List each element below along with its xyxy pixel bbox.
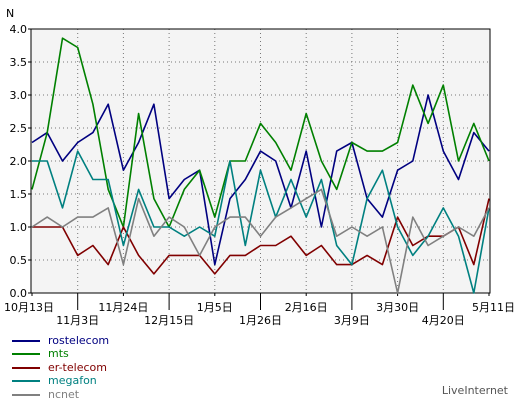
legend-swatch [12, 393, 40, 396]
brand-label: LiveInternet [441, 384, 508, 397]
y-tick-label: 2.5 [10, 122, 28, 135]
series-line-er-telecom [32, 198, 490, 275]
series-line-ncnet [31, 188, 490, 294]
series-line-rostelecom [31, 94, 490, 266]
legend-swatch [12, 353, 40, 356]
x-tick-label: 11月3日 [56, 314, 99, 327]
legend-item-ncnet: ncnet [12, 388, 109, 402]
series-line-megafon [32, 150, 490, 294]
legend-item-mts: mts [12, 348, 109, 362]
x-tick-label: 1月5日 [197, 301, 233, 314]
x-tick-label: 3月9日 [334, 314, 370, 327]
x-tick-label: 3月30日 [376, 301, 419, 314]
series-line-mts [31, 37, 490, 228]
y-axis-ticks: 0.0 0.5 1.0 1.5 2.0 2.5 3.0 3.5 4.0 [10, 23, 31, 300]
y-tick-label: 4.0 [10, 23, 28, 36]
y-tick-label: 0.0 [10, 287, 28, 300]
legend-label: er-telecom [48, 360, 107, 374]
legend-item-megafon: megafon [12, 375, 109, 389]
y-tick-label: 1.5 [10, 188, 28, 201]
x-tick-label: 10月13日 [4, 301, 54, 314]
legend-label: mts [48, 347, 69, 361]
y-axis-label: N [6, 7, 14, 20]
y-tick-label: 3.5 [10, 56, 28, 69]
legend-item-rostelecom: rostelecom [12, 334, 109, 348]
legend-label: ncnet [48, 387, 80, 401]
legend-swatch [12, 366, 40, 369]
y-tick-label: 2.0 [10, 155, 28, 168]
legend-label: megafon [48, 374, 97, 388]
x-tick-label: 1月26日 [239, 314, 282, 327]
series-group [31, 37, 490, 294]
y-tick-label: 0.5 [10, 254, 28, 267]
grid [31, 29, 490, 293]
legend-item-er-telecom: er-telecom [12, 361, 109, 375]
y-tick-label: 3.0 [10, 89, 28, 102]
x-tick-label: 4月20日 [422, 314, 465, 327]
x-tick-label: 2月16日 [285, 301, 328, 314]
x-tick-label: 11月24日 [98, 301, 148, 314]
legend-label: rostelecom [48, 333, 110, 347]
x-tick-label: 5月11日 [472, 301, 515, 314]
y-tick-label: 1.0 [10, 221, 28, 234]
x-tick-label: 12月15日 [144, 314, 194, 327]
legend-swatch [12, 339, 40, 342]
legend: rostelecom mts er-telecom megafon ncnet [12, 334, 109, 402]
legend-swatch [12, 380, 40, 383]
